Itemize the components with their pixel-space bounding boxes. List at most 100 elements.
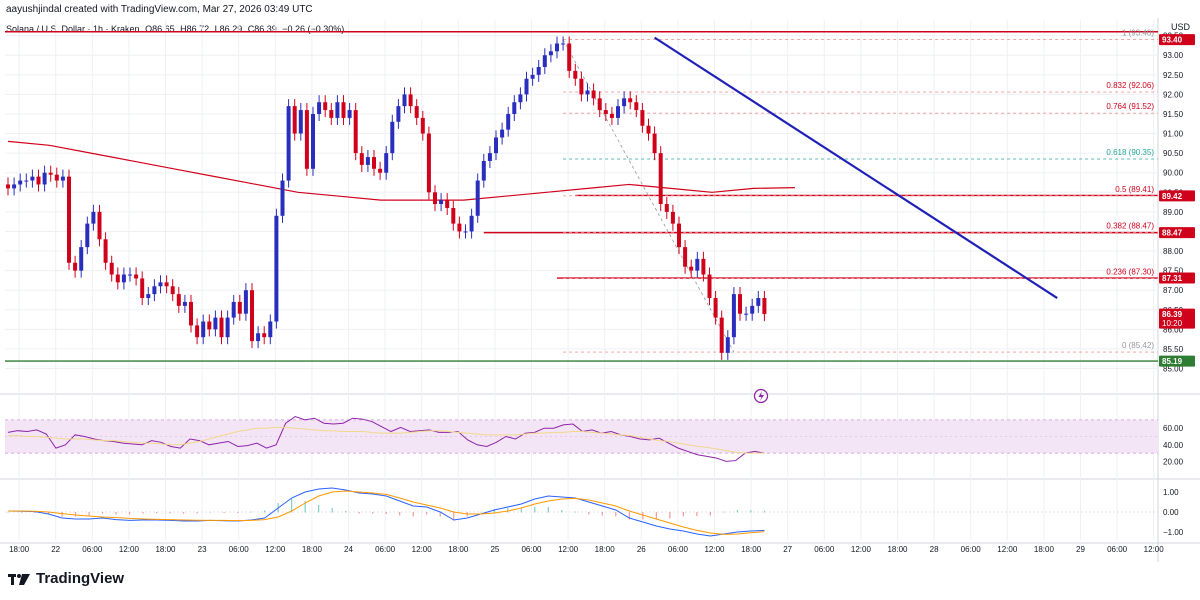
macd-histogram-bar [723, 511, 725, 513]
macd-histogram-bar [439, 512, 441, 517]
flash-icon[interactable] [753, 388, 769, 404]
symbol-name[interactable]: Solana / U.S. Dollar · 1h · Kraken [6, 24, 140, 34]
candle-body [182, 301, 187, 306]
price-tick-label: 88.00 [1163, 247, 1184, 256]
candle-body [54, 174, 59, 181]
macd-histogram-bar [372, 512, 374, 514]
candle-body [109, 262, 114, 275]
macd-histogram-bar [709, 512, 711, 516]
fib-level-label: 0.382 (88.47) [1106, 222, 1154, 231]
candle-body [750, 305, 755, 314]
candle-body [628, 98, 633, 103]
candle-body [500, 129, 505, 138]
macd-tick-label: 0.00 [1163, 508, 1179, 517]
macd-histogram-bar [223, 512, 225, 513]
candle-body [494, 137, 498, 154]
candle-body [97, 211, 102, 240]
trendline[interactable] [654, 36, 1058, 299]
macd-histogram-bar [7, 512, 9, 513]
candle-body [518, 94, 523, 103]
price-badge-label: 89.42 [1162, 192, 1183, 201]
candle-body [591, 90, 596, 99]
macd-histogram-bar [628, 512, 630, 520]
candle-body [542, 55, 547, 67]
macd-tick-label: −1.00 [1163, 528, 1184, 537]
symbol-legend[interactable]: Solana / U.S. Dollar · 1h · Kraken O86.6… [6, 24, 347, 34]
candle-body [250, 290, 254, 342]
macd-histogram-bar [412, 512, 414, 517]
candle-body [384, 153, 389, 173]
candle-body [341, 102, 346, 118]
macd-histogram-bar [304, 501, 306, 513]
rsi-indicator [7, 416, 765, 462]
price-tick-label: 91.50 [1163, 110, 1184, 119]
candle-body [664, 204, 669, 212]
price-badge [1159, 355, 1195, 367]
candle-body [18, 180, 23, 185]
macd-histogram-bar [588, 512, 590, 515]
price-badge-label: 86.39 [1162, 310, 1183, 319]
candle-body [457, 223, 462, 232]
tradingview-icon [8, 573, 30, 585]
candle-body [353, 110, 358, 154]
fib-level-label: 0.832 (92.06) [1106, 81, 1154, 90]
candle-body [201, 321, 206, 338]
candle-body [24, 180, 29, 182]
fib-level-label: 0.236 (87.30) [1106, 267, 1154, 276]
candle-body [658, 153, 663, 205]
candle-body [567, 43, 572, 71]
macd-histogram-bar [169, 512, 171, 514]
candle-body [506, 113, 511, 130]
candle-body [524, 78, 529, 95]
time-tick-label: 06:00 [668, 545, 689, 554]
time-tick-label: 06:00 [814, 545, 835, 554]
time-tick-label: 29 [1076, 545, 1085, 554]
macd-histogram-bar [155, 512, 158, 514]
candle-body [6, 184, 10, 189]
candle-body [555, 43, 559, 52]
bearish-trendline [654, 36, 1058, 299]
time-tick-label: 06:00 [375, 545, 396, 554]
candle-body [713, 298, 718, 318]
macd-histogram-bar [264, 510, 266, 513]
macd-histogram-bar [655, 512, 657, 520]
candle-body [469, 215, 474, 232]
candle-body [585, 90, 590, 95]
candle-body [420, 117, 425, 134]
candle-body [317, 102, 322, 114]
candle-body [402, 94, 407, 107]
time-tick-label: 06:00 [229, 545, 250, 554]
candle-body [646, 125, 651, 134]
candlesticks [6, 36, 767, 360]
price-tick-label: 91.00 [1163, 130, 1184, 139]
price-tick-label: 92.50 [1163, 71, 1184, 80]
price-badge [1159, 34, 1195, 46]
macd-histogram-bar [493, 509, 495, 513]
time-tick-label: 18:00 [1034, 545, 1055, 554]
candle-body [445, 200, 450, 208]
candle-body [689, 266, 694, 271]
time-tick-label: 12:00 [558, 545, 579, 554]
candle-body [60, 176, 65, 181]
candle-body [189, 301, 193, 326]
tradingview-logo[interactable]: TradingView [8, 570, 124, 587]
rsi-tick-label: 60.00 [1163, 424, 1184, 433]
macd-histogram-bar [142, 512, 144, 514]
macd-histogram-bar [47, 512, 50, 515]
candle-body [292, 106, 297, 134]
time-tick-label: 18:00 [302, 545, 323, 554]
macd-histogram-bar [61, 512, 63, 517]
fib-level-label: 0.5 (89.41) [1115, 185, 1154, 194]
rsi-ma-line [8, 426, 765, 454]
rsi-tick-label: 40.00 [1163, 441, 1184, 450]
macd-histogram-bar [101, 512, 104, 514]
candle-body [640, 110, 645, 126]
candle-body [298, 110, 303, 134]
candle-body [396, 106, 401, 122]
fibonacci-retracement[interactable]: 1 (93.40) 0.832 (92.06) 0.764 (91.52) 0.618… [562, 29, 1158, 353]
time-tick-label: 27 [783, 545, 792, 554]
brand-name: TradingView [36, 570, 125, 587]
macd-histogram-bar [128, 512, 131, 515]
macd-histogram-bar [763, 510, 765, 513]
